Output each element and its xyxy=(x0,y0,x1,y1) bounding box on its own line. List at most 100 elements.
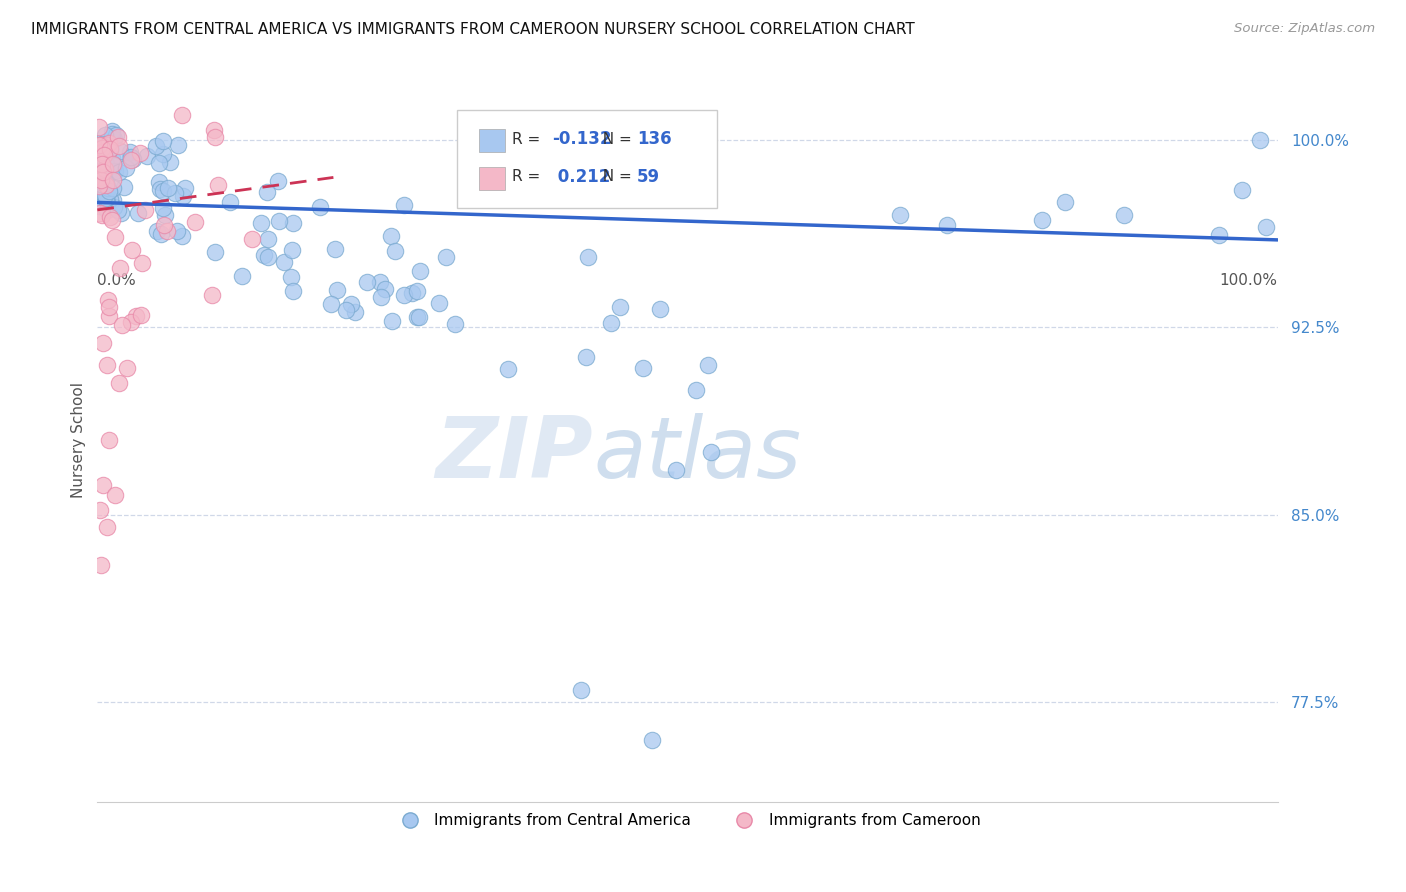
Point xyxy=(120,153,142,167)
Point xyxy=(374,282,396,296)
Point xyxy=(110,260,132,275)
Point xyxy=(103,158,125,172)
Point xyxy=(104,488,127,502)
Point xyxy=(434,250,457,264)
Point xyxy=(89,206,111,220)
Point xyxy=(97,136,120,150)
Legend: Immigrants from Central America, Immigrants from Cameroon: Immigrants from Central America, Immigra… xyxy=(388,807,987,835)
Point xyxy=(257,232,280,246)
Point xyxy=(91,157,114,171)
Point xyxy=(319,297,342,311)
Point xyxy=(97,180,120,194)
Point xyxy=(125,309,148,323)
Point xyxy=(120,151,142,165)
Point xyxy=(90,186,112,200)
Point xyxy=(120,145,142,159)
Point xyxy=(100,142,122,156)
Point xyxy=(101,127,124,141)
Point xyxy=(96,520,118,534)
Point xyxy=(323,242,346,256)
Point xyxy=(685,383,707,397)
Point xyxy=(91,165,114,179)
Point xyxy=(94,178,117,192)
Point xyxy=(98,210,121,224)
Point xyxy=(91,336,114,351)
Point xyxy=(94,193,117,207)
Point xyxy=(443,317,465,331)
Point xyxy=(93,144,115,158)
Point xyxy=(96,138,118,153)
Point xyxy=(381,314,404,328)
Point xyxy=(153,218,176,232)
Point xyxy=(665,463,688,477)
Point xyxy=(267,173,290,187)
Point xyxy=(89,169,111,184)
Point xyxy=(280,270,302,285)
Point xyxy=(108,164,131,178)
Point xyxy=(87,155,110,169)
Point xyxy=(93,179,115,194)
FancyBboxPatch shape xyxy=(478,167,505,190)
Point xyxy=(343,304,366,318)
Point xyxy=(94,188,117,202)
Text: ZIP: ZIP xyxy=(436,413,593,496)
Point xyxy=(91,164,114,178)
Point xyxy=(98,309,121,323)
Text: R =: R = xyxy=(512,131,544,146)
Point xyxy=(335,303,357,318)
Point xyxy=(405,310,427,324)
Point xyxy=(108,139,131,153)
Point xyxy=(112,180,135,194)
Point xyxy=(90,208,112,222)
Point xyxy=(121,243,143,257)
Point xyxy=(89,138,111,153)
Point xyxy=(427,295,450,310)
Point xyxy=(87,137,110,152)
Point xyxy=(184,215,207,229)
Point xyxy=(90,136,112,151)
Text: N =: N = xyxy=(593,169,637,185)
Point xyxy=(103,200,125,214)
Point xyxy=(120,150,142,164)
Point xyxy=(696,359,718,373)
Point xyxy=(129,308,152,322)
Text: 136: 136 xyxy=(637,130,671,148)
Point xyxy=(96,156,118,170)
Point xyxy=(94,128,117,142)
Point xyxy=(90,177,112,191)
Point xyxy=(406,284,429,298)
Point xyxy=(134,203,156,218)
Point xyxy=(96,176,118,190)
Point xyxy=(172,228,194,243)
Point xyxy=(370,289,392,303)
Point xyxy=(89,147,111,161)
FancyBboxPatch shape xyxy=(457,110,717,208)
Point xyxy=(103,131,125,145)
Point xyxy=(91,180,114,194)
Point xyxy=(103,193,125,207)
Point xyxy=(207,178,229,192)
Point xyxy=(231,268,253,283)
Text: 100.0%: 100.0% xyxy=(1219,273,1278,288)
Point xyxy=(90,173,112,187)
Point xyxy=(394,198,416,212)
Point xyxy=(409,264,432,278)
Point xyxy=(148,155,170,169)
Point xyxy=(100,124,122,138)
Point xyxy=(650,301,672,316)
Point xyxy=(273,255,295,269)
Point xyxy=(89,190,111,204)
Point xyxy=(100,151,122,165)
Point xyxy=(1054,195,1077,210)
Point xyxy=(146,224,169,238)
Point xyxy=(93,148,115,162)
Point xyxy=(96,192,118,206)
Point xyxy=(267,213,290,227)
Point xyxy=(256,186,278,200)
Point xyxy=(98,192,121,206)
Point xyxy=(90,138,112,153)
Point xyxy=(889,208,911,222)
Point xyxy=(155,224,177,238)
Text: R =: R = xyxy=(512,169,544,185)
Point xyxy=(202,122,225,136)
